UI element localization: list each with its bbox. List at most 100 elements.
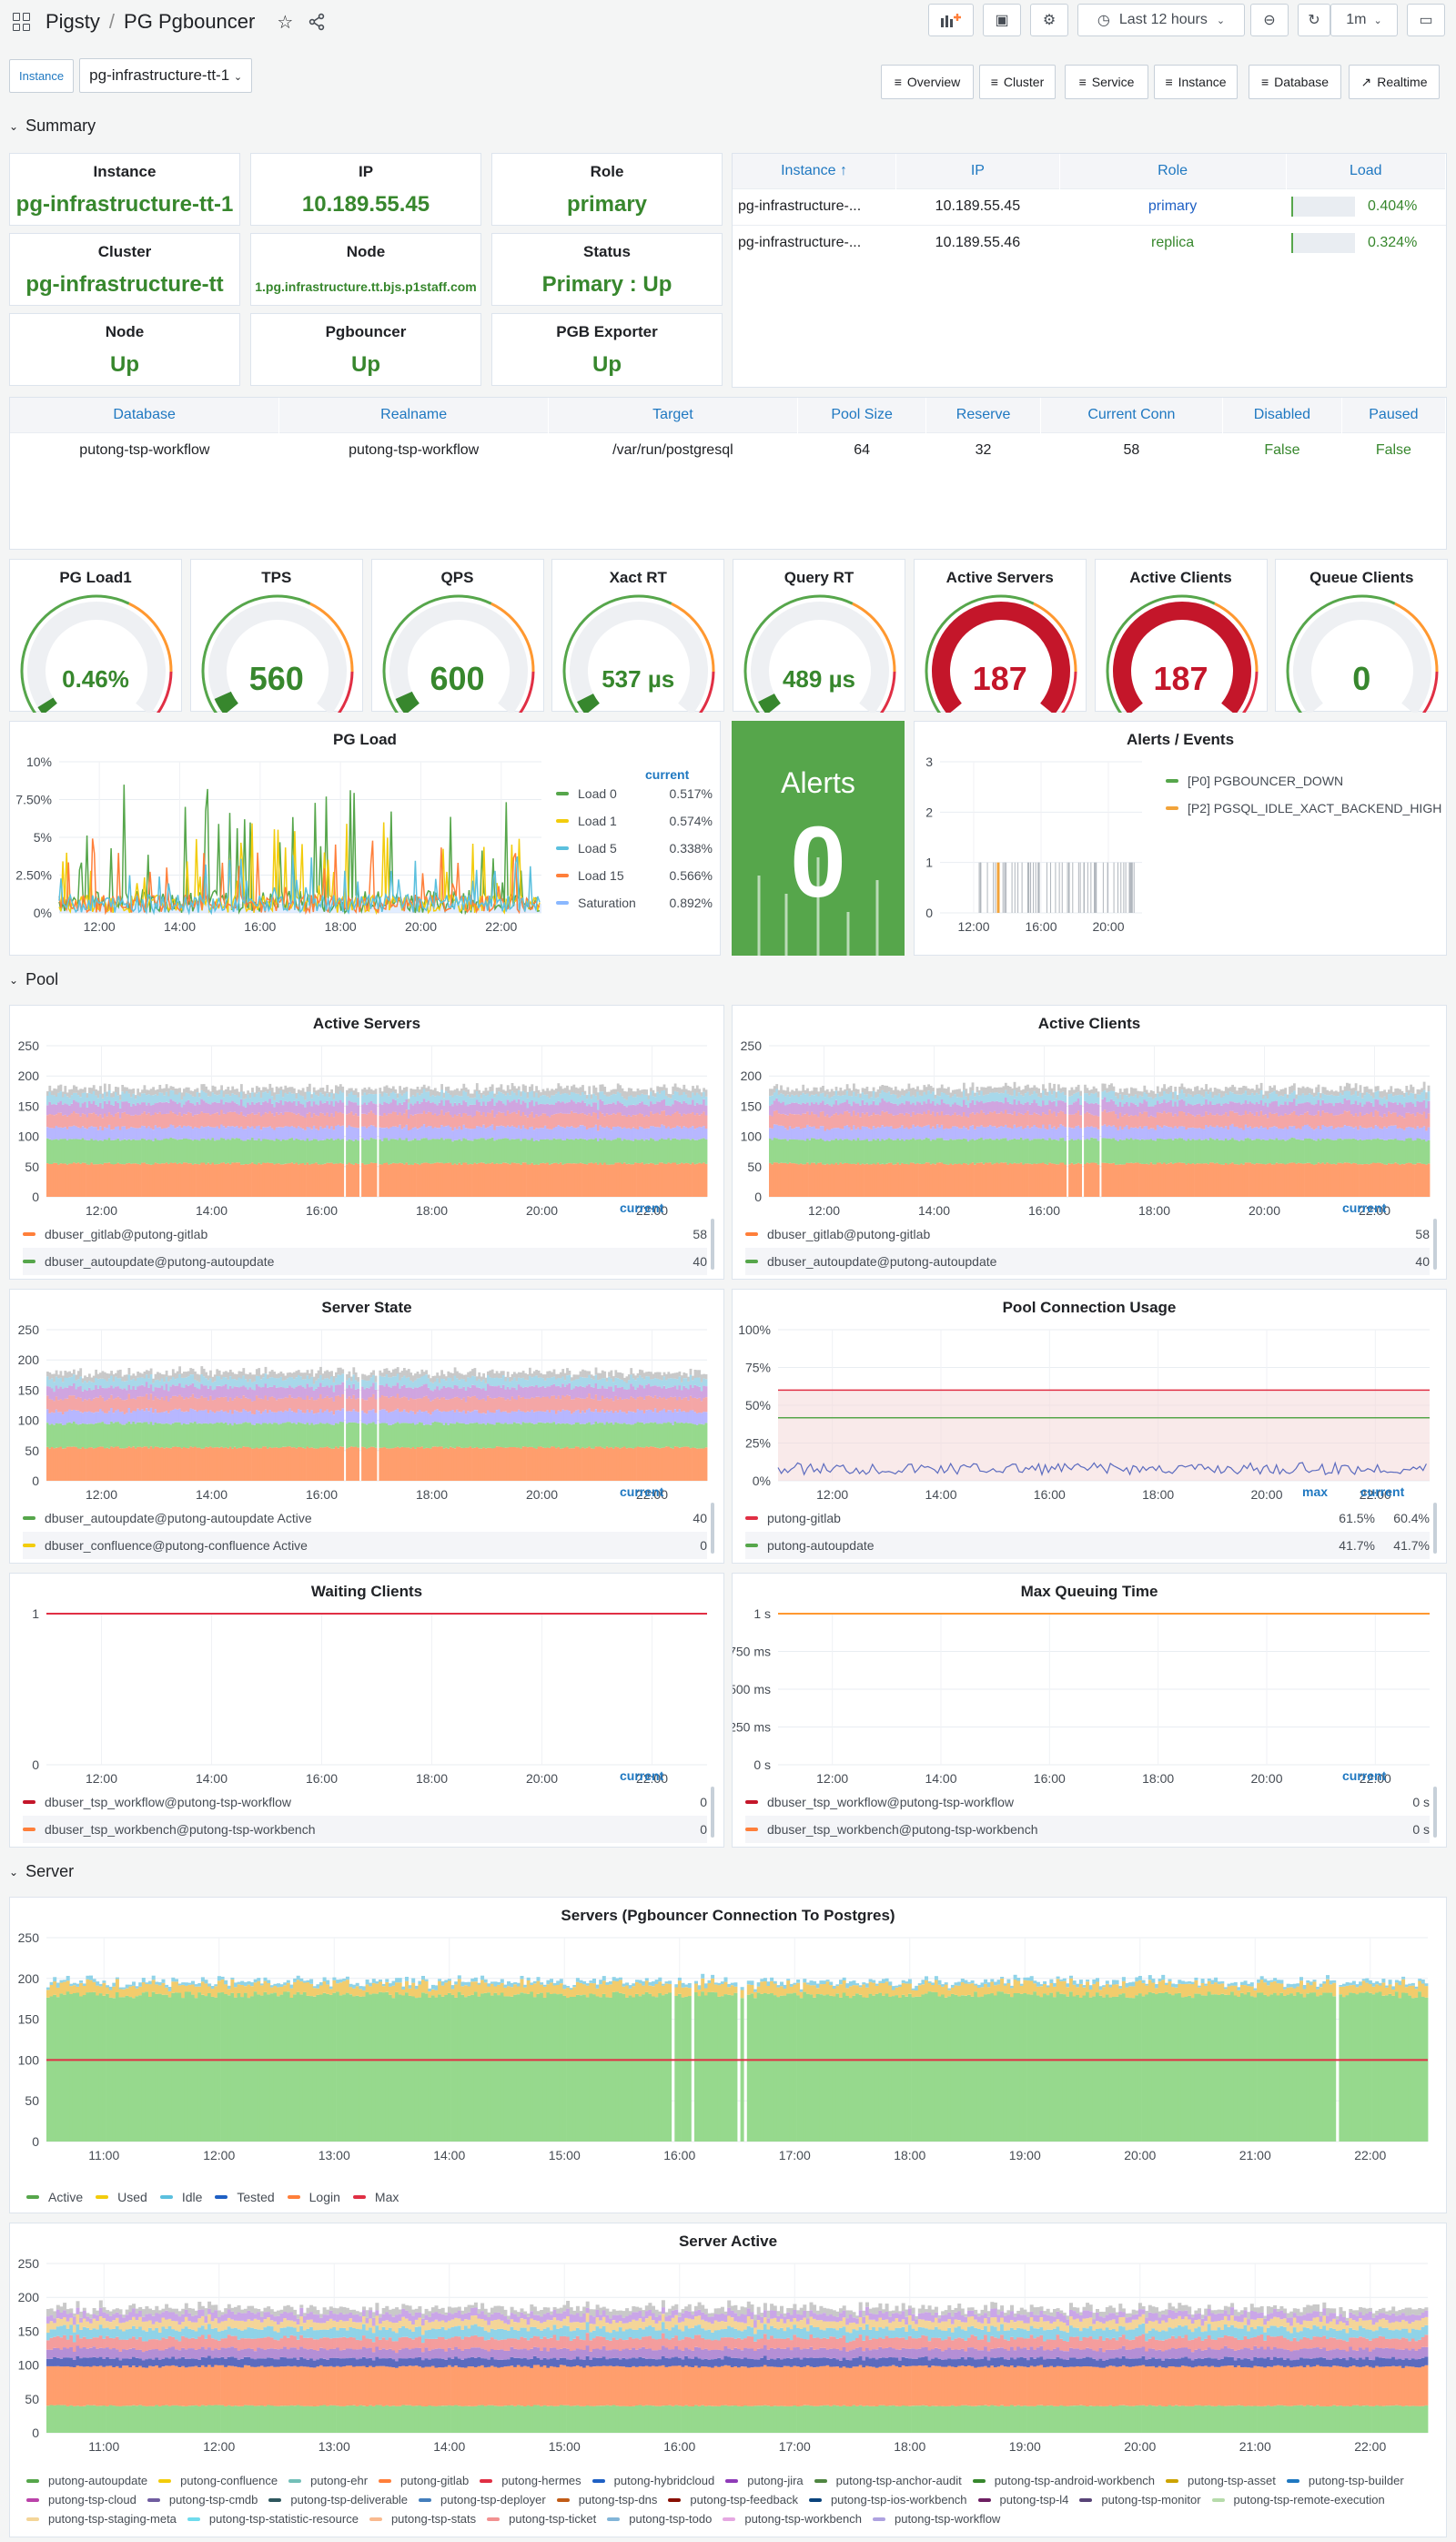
save-dashboard-button[interactable]: ▣ [983, 4, 1021, 36]
nav-link-cluster[interactable]: ≡ Cluster [979, 65, 1056, 99]
area-slice [881, 1163, 885, 1197]
area-slice [209, 1104, 212, 1115]
star-icon[interactable]: ☆ [277, 12, 294, 33]
area-slice [916, 1113, 919, 1126]
legend-scrollbar[interactable] [711, 1219, 714, 1270]
area-slice [982, 1095, 986, 1104]
area-slice [57, 1412, 60, 1424]
table-row[interactable]: pg-infrastructure-... 10.189.55.46 replica… [733, 224, 1446, 261]
column-header[interactable]: Paused [1341, 398, 1447, 432]
settings-button[interactable]: ⚙ [1030, 4, 1068, 36]
legend-item[interactable]: dbuser_gitlab@putong-gitlab 58 [23, 1220, 707, 1248]
legend-item[interactable]: [P2] PGSQL_IDLE_XACT_BACKEND_HIGH [1166, 795, 1441, 822]
column-header[interactable]: Instance ↑ [733, 154, 897, 188]
area-slice [511, 1090, 514, 1101]
area-slice [932, 1163, 935, 1197]
area-slice [59, 1084, 63, 1092]
load-value: 0.324% [1368, 235, 1418, 251]
time-picker[interactable]: ◷ Last 12 hours ⌄ [1077, 4, 1245, 36]
area-slice [782, 1113, 785, 1127]
area-slice [1269, 1103, 1272, 1113]
column-header[interactable]: Current Conn [1040, 398, 1224, 432]
nav-link-database[interactable]: ≡ Database [1249, 65, 1341, 99]
legend-item[interactable]: Load 15 0.566% [556, 862, 720, 889]
area-slice [66, 1378, 69, 1388]
page-title[interactable]: PG Pgbouncer [124, 10, 256, 33]
share-icon[interactable] [308, 13, 326, 31]
add-panel-button[interactable] [928, 4, 974, 36]
area-slice [61, 1091, 65, 1098]
area-slice [68, 1377, 71, 1386]
area-slice [244, 1129, 248, 1141]
refresh-interval-picker[interactable]: 1m ⌄ [1330, 4, 1398, 36]
stat-label: Instance [93, 163, 157, 180]
column-header[interactable]: Load [1286, 154, 1447, 188]
row-summary[interactable]: ⌄ Summary [9, 116, 96, 136]
area-slice [154, 1373, 157, 1381]
area-slice [1086, 1126, 1089, 1139]
nav-link-service[interactable]: ≡ Service [1065, 65, 1148, 99]
area-slice [207, 1113, 210, 1127]
column-header[interactable]: Disabled [1222, 398, 1342, 432]
table-row[interactable]: putong-tsp-workflow putong-tsp-workflow/v… [10, 431, 1446, 469]
area-slice [1011, 1163, 1014, 1197]
breadcrumb-folder[interactable]: Pigsty [46, 10, 100, 33]
row-pool[interactable]: ⌄ Pool [9, 970, 58, 989]
area-slice [1403, 1097, 1406, 1108]
legend-item[interactable]: [P0] PGBOUNCER_DOWN [1166, 767, 1441, 795]
area-slice [1117, 1141, 1120, 1165]
legend-item[interactable]: Load 5 0.338% [556, 835, 720, 862]
nav-link-realtime[interactable]: ↗ Realtime [1349, 65, 1440, 99]
legend-scrollbar[interactable] [1433, 1219, 1437, 1270]
area-slice [176, 1139, 179, 1164]
column-header[interactable]: Reserve [925, 398, 1041, 432]
column-header[interactable]: IP [895, 154, 1060, 188]
legend-header[interactable]: current [620, 1200, 664, 1215]
legend-item[interactable]: Load 1 0.574% [556, 807, 720, 835]
legend-item[interactable]: Saturation 0.892% [556, 889, 720, 917]
column-header[interactable]: Pool Size [797, 398, 927, 432]
area-slice [1306, 1111, 1309, 1125]
area-slice [1084, 1084, 1087, 1094]
y-tick-label: 50 [25, 1443, 39, 1458]
zoom-out-button[interactable]: ⊖ [1250, 4, 1289, 36]
legend-item[interactable]: dbuser_gitlab@putong-gitlab 58 [745, 1220, 1430, 1248]
legend-item[interactable]: dbuser_autoupdate@putong-autoupdate 40 [23, 1248, 707, 1275]
legend-header[interactable]: current [1342, 1200, 1387, 1215]
nav-link-instance[interactable]: ≡ Instance [1154, 65, 1238, 99]
area-slice [1073, 1093, 1076, 1103]
area-slice [270, 1128, 274, 1140]
area-slice [1013, 1162, 1016, 1197]
area-slice [1341, 1095, 1344, 1104]
legend-item[interactable]: Load 0 0.517% [556, 780, 720, 807]
area-slice [608, 1103, 611, 1115]
refresh-button[interactable]: ↻ [1298, 4, 1330, 36]
nav-link-overview[interactable]: ≡ Overview [881, 65, 974, 99]
legend-item[interactable]: dbuser_autoupdate@putong-autoupdate 40 [745, 1248, 1430, 1275]
area-slice [1427, 1085, 1431, 1092]
table-row[interactable]: pg-infrastructure-... 10.189.55.45 primary… [733, 187, 1446, 225]
area-slice [407, 1099, 410, 1103]
area-slice [1304, 1095, 1307, 1103]
column-header[interactable]: Realname [278, 398, 550, 432]
tv-mode-button[interactable]: ▭ [1407, 4, 1445, 36]
area-slice [145, 1393, 148, 1409]
pg-load-chart[interactable]: 10%7.50%5%2.50%0%12:00 14:00 16:00 18:00 20:… [10, 749, 556, 957]
area-slice [1154, 1140, 1158, 1165]
area-slice [1264, 1114, 1268, 1128]
area-slice [837, 1128, 840, 1140]
area-slice [1308, 1093, 1311, 1103]
area-slice [531, 1162, 534, 1197]
y-tick-label: 10% [26, 754, 52, 769]
apps-grid-icon[interactable] [13, 13, 31, 31]
column-header[interactable]: Target [548, 398, 798, 432]
legend-header[interactable]: current [645, 767, 690, 782]
instance-variable-select[interactable]: pg-infrastructure-tt-1 ⌄ [79, 58, 253, 93]
column-header[interactable]: Role [1059, 154, 1287, 188]
column-header[interactable]: Database [10, 398, 280, 432]
area-slice [118, 1388, 122, 1399]
